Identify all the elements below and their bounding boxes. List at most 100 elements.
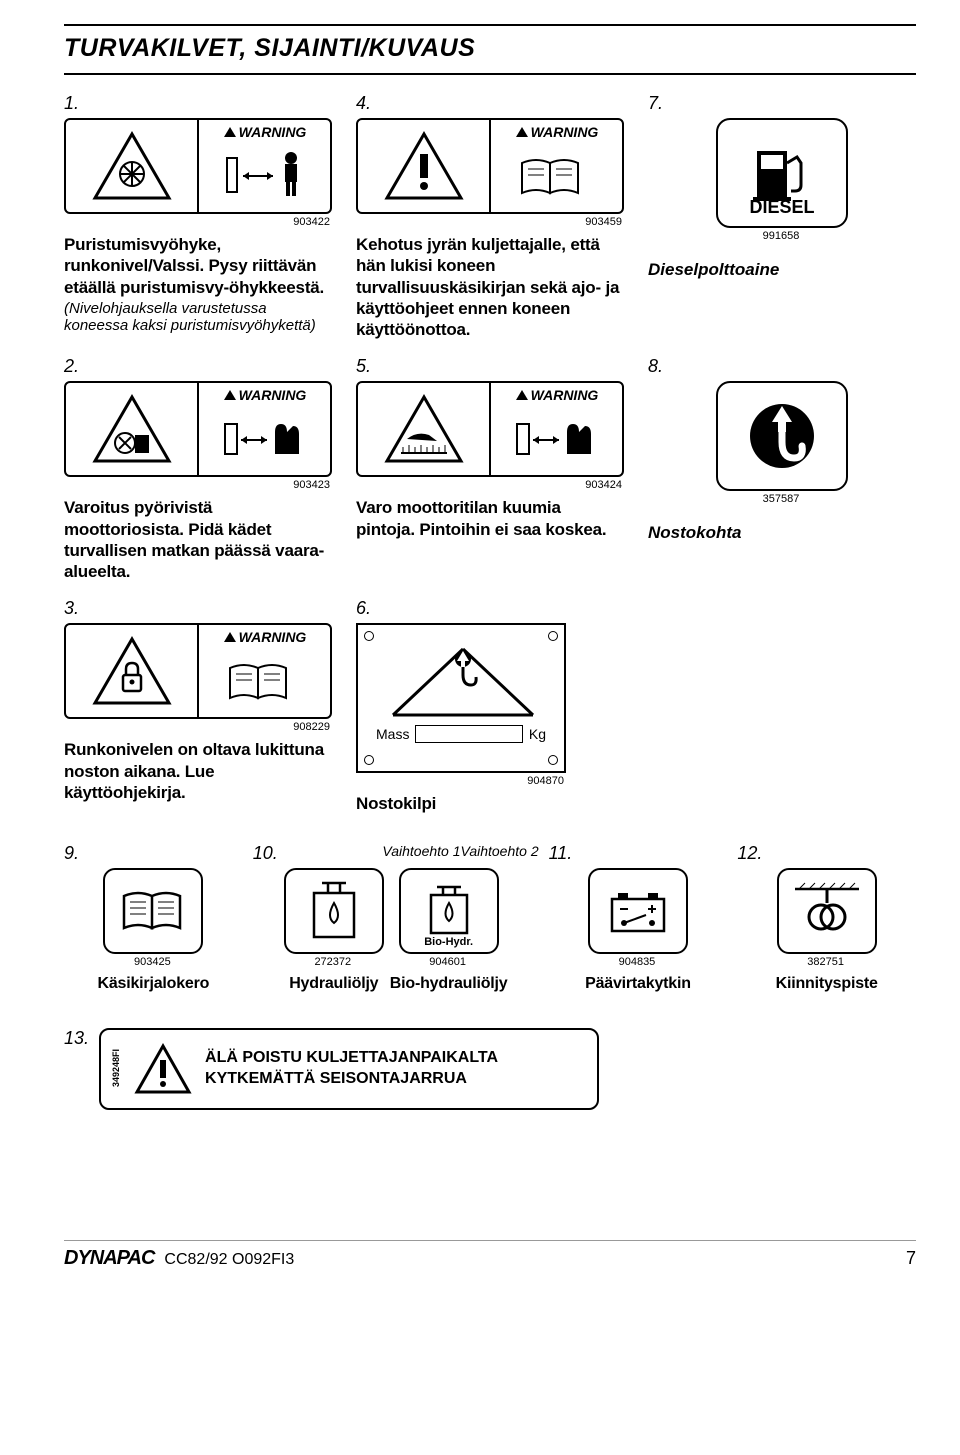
item-6: 6. Mass Kg [356,598,624,814]
warning-triangle-icon [66,625,197,717]
warning-header: WARNING [515,124,599,140]
warning-header: WARNING [223,629,307,645]
title-bar: TURVAKILVET, SIJAINTI/KUVAUS [64,24,916,75]
option-pair: 272372 Hydrauliöljy Bio-Hydr. 904601 Bio… [284,868,508,994]
description: Dieselpolttoaine [648,260,916,280]
warning-label: WARNING [64,381,332,477]
main-switch-label [588,868,688,954]
warning-label: WARNING [356,118,624,214]
lifting-diagram-icon [383,639,543,729]
alert-icon [515,389,529,401]
part-number: 903423 [64,479,332,491]
mass-plate: Mass Kg [356,623,566,773]
item-8: 8. 357587 Nostokohta [648,356,916,582]
warning-text: WARNING [239,629,307,645]
part-number: 904601 [429,956,468,968]
warning-text: WARNING [531,387,599,403]
main-grid: 1. WARNING 903422 Puristumisvyöhyke, run… [64,93,916,815]
item-1: 1. WARNING 903422 Puristumisvyöhyke, run… [64,93,332,340]
keep-hands-away-icon [215,410,315,466]
item-13: 13. 349248FI ÄLÄ POISTU KULJETTAJANPAIKA… [64,1028,916,1110]
description: Kehotus jyrän kuljettajalle, että hän lu… [356,234,624,340]
book-icon [512,151,602,201]
alert-icon [223,126,237,138]
page-title: TURVAKILVET, SIJAINTI/KUVAUS [64,34,475,62]
description: Varoitus pyörivistä moottoriosista. Pidä… [64,497,332,582]
description: Käsikirjalokero [97,974,209,994]
tie-down-label [777,868,877,954]
mass-label: Mass [376,726,409,742]
part-number: 903424 [356,479,624,491]
hydraulic-oil-label [284,868,384,954]
warning-label: WARNING [64,623,332,719]
item-5: 5. WARNING 903424 Varo moottoritilan kuu… [356,356,624,582]
item-number: 9. [64,843,79,864]
hot-surface-icon [507,410,607,466]
tie-down-icon [787,881,867,941]
warning-triangle-icon [66,383,197,475]
warning-text: WARNING [531,124,599,140]
alert-icon [223,389,237,401]
item-3: 3. WARNING 908229 Runkonivelen on oltava… [64,598,332,814]
warning-label: WARNING [64,118,332,214]
part-number: 382751 [807,956,846,968]
warning-triangle-icon [358,120,489,212]
warning-triangle-icon [133,1042,193,1096]
description: Runkonivelen on oltava lukittuna noston … [64,739,332,803]
part-number: 991658 [648,230,916,242]
description: Varo moottoritilan kuumia pintoja. Pinto… [356,497,624,540]
warning-text: WARNING [239,124,307,140]
item-number: 5. [356,356,624,377]
part-number: 357587 [648,493,916,505]
item-number: 12. [737,843,762,864]
hole-icon [364,755,374,765]
description: Nostokohta [648,523,916,543]
hook-icon [742,396,822,476]
item-7: 7. DIESEL 991658 Dieselpolttoaine [648,93,916,340]
option-1-label: Vaihtoehto 1 [382,843,460,866]
kg-label: Kg [529,726,546,742]
warning-right: WARNING [489,120,622,212]
warning-header: WARNING [223,124,307,140]
document-page: TURVAKILVET, SIJAINTI/KUVAUS 1. WARNING … [0,0,960,1294]
footer-left: DYNAPAC CC82/92 O092FI3 [64,1247,294,1270]
item-number: 1. [64,93,332,114]
part-number: 903459 [356,216,624,228]
plate-line-2: KYTKEMÄTTÄ SEISONTAJARRUA [205,1069,498,1090]
item-number: 7. [648,93,916,114]
book-icon [220,656,310,706]
warning-label: WARNING [356,381,624,477]
warning-right: WARNING [489,383,622,475]
empty-cell [648,598,916,814]
bio-hydr-text: Bio-Hydr. [424,936,473,948]
model-text: CC82/92 O092FI3 [164,1251,294,1269]
lift-point-label [716,381,848,491]
part-number: 904870 [356,775,566,787]
mass-row: Mass Kg [376,725,546,743]
warning-right: WARNING [197,120,330,212]
hole-icon [364,631,374,641]
part-number: 272372 [314,956,353,968]
item-10: 10. Vaihtoehto 1 Vaihtoehto 2 272372 Hyd… [253,843,539,994]
side-code: 349248FI [111,1049,121,1087]
part-number: 908229 [64,721,332,733]
page-number: 7 [906,1248,916,1269]
warning-right: WARNING [197,625,330,717]
book-icon [118,886,188,936]
warning-triangle-icon [358,383,489,475]
warning-right: WARNING [197,383,330,475]
warning-text: WARNING [239,387,307,403]
item-9: 9. 903425 Käsikirjalokero [64,843,243,994]
oil-tank-icon [304,879,364,943]
item-number: 3. [64,598,332,619]
alert-icon [515,126,529,138]
diesel-text: DIESEL [749,197,814,218]
battery-switch-icon [598,883,678,939]
hole-icon [548,755,558,765]
parking-brake-plate: 349248FI ÄLÄ POISTU KULJETTAJANPAIKALTA … [99,1028,599,1110]
description: Nostokilpi [356,793,624,814]
manual-box-label [103,868,203,954]
plate-line-1: ÄLÄ POISTU KULJETTAJANPAIKALTA [205,1048,498,1069]
item-number: 2. [64,356,332,377]
item-number: 13. [64,1028,89,1049]
